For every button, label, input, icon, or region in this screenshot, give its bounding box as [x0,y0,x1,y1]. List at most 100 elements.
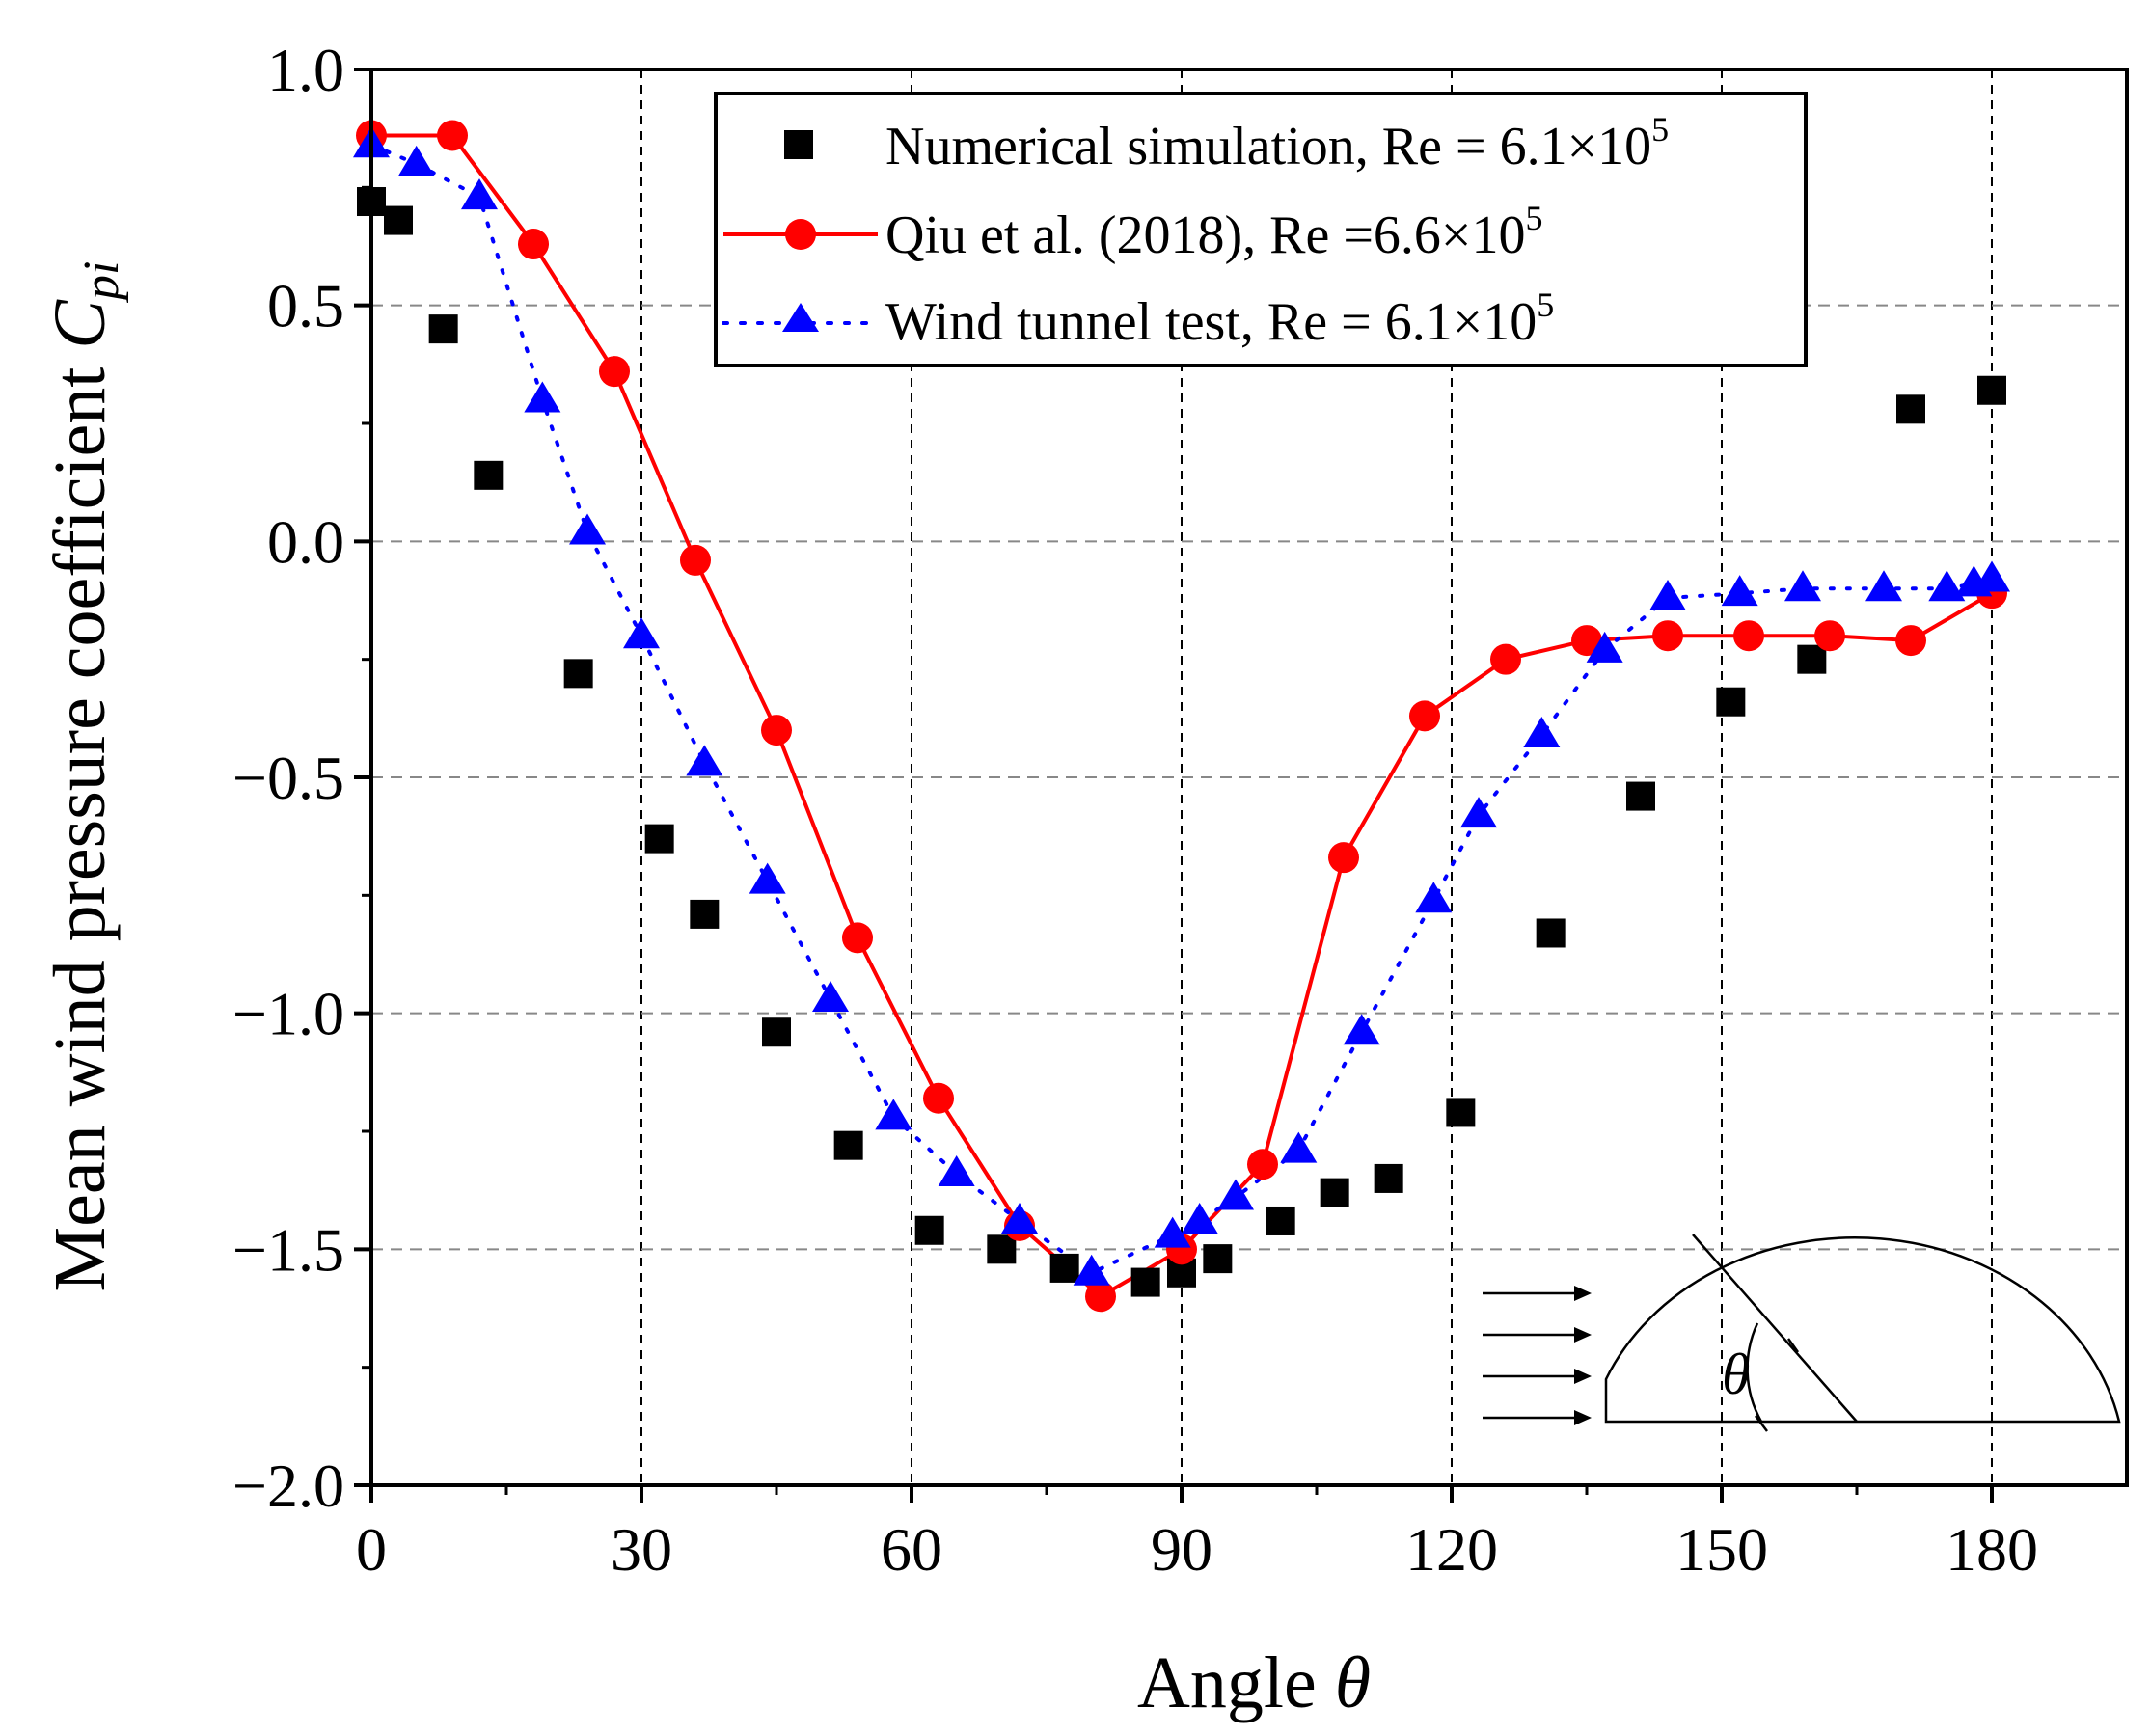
data-point-square [563,659,593,689]
data-point-circle [437,120,468,151]
data-point-triangle [397,145,435,176]
data-point-square [1266,1206,1295,1235]
data-point-square [833,1130,863,1160]
data-point-circle [1733,620,1764,652]
x-tick-label: 150 [1675,1515,1768,1584]
data-point-triangle [1586,631,1623,663]
y-tick-label: −2.0 [232,1451,344,1520]
data-point-triangle [1154,1216,1191,1248]
data-point-square [1977,375,2006,405]
legend-box [714,92,1808,367]
legend-label-wind-exp: 5 [1537,285,1554,324]
y-axis-title: Mean wind pressure coefficient Cpi [40,261,129,1292]
x-tick-label: 30 [611,1515,672,1584]
y-tick-label: 1.0 [267,36,344,104]
legend: Numerical simulation, Re = 6.1×105 Qiu e… [714,92,1808,367]
flow-arrowhead [1574,1286,1592,1301]
x-axis-title-text: Angle [1137,1642,1317,1723]
data-point-square [690,899,720,929]
legend-label-numerical-exp: 5 [1651,110,1669,149]
data-point-circle [1814,620,1845,652]
data-point-circle [923,1082,954,1114]
data-point-triangle [1073,1254,1110,1286]
legend-label-numerical: Numerical simulation, Re = 6.1×105 [885,110,1669,176]
x-tick-label: 60 [881,1515,942,1584]
legend-marker-square [784,130,813,159]
data-point-square [1446,1098,1476,1127]
legend-label-qiu-text: Qiu et al. (2018), Re =6.6×10 [885,205,1526,265]
axes: 0 30 60 90 120 150 180 1.0 0.5 0.0 −0.5 −1.0 −1.5 −2.… [232,36,2038,1584]
data-point-square [384,205,413,235]
x-axis-title: Angle θ [1137,1642,1371,1723]
x-tick-label: 120 [1405,1515,1498,1584]
inset-flow-arrows [1483,1286,1592,1425]
data-point-circle [518,229,549,260]
legend-label-wind: Wind tunnel test, Re = 6.1×105 [885,285,1554,352]
flow-arrowhead [1574,1410,1592,1425]
data-point-triangle [938,1155,975,1187]
data-point-triangle [1460,797,1497,828]
data-point-square [1896,394,1925,424]
data-point-triangle [1343,1014,1380,1045]
y-axis-title-text: Mean wind pressure coefficient [40,367,121,1292]
data-point-square [1130,1267,1160,1297]
data-point-square [428,314,458,344]
data-point-square [987,1234,1017,1264]
data-point-square [1716,687,1746,717]
data-point-triangle [686,745,723,776]
legend-label-qiu-exp: 5 [1526,199,1543,237]
data-point-square [644,824,674,854]
data-point-triangle [875,1099,912,1130]
data-point-triangle [524,381,561,413]
data-point-triangle [1415,882,1453,913]
data-point-circle [599,356,630,388]
data-point-circle [1085,1281,1116,1313]
legend-marker-circle [785,219,816,250]
legend-marker-triangle [782,303,819,332]
y-tick-label: −1.5 [232,1215,344,1284]
data-point-square [1626,781,1655,811]
data-point-circle [842,922,873,954]
data-point-triangle [1217,1179,1254,1210]
data-point-circle [1490,643,1521,675]
y-tick-label: 0.0 [267,507,344,576]
data-point-triangle [1181,1202,1218,1234]
data-point-circle [1571,625,1602,657]
flow-arrowhead [1574,1327,1592,1343]
x-tick-label: 180 [1946,1515,2038,1584]
data-point-square [1536,918,1566,948]
data-point-circle [1247,1149,1278,1180]
data-point-triangle [1865,570,1902,602]
data-point-triangle [1974,560,2010,592]
data-point-circle [1409,700,1440,732]
x-axis-title-symbol: θ [1335,1642,1371,1723]
inset-dome-outline [1604,1236,2121,1424]
inset-arc-tick-bottom [1755,1415,1768,1432]
data-point-triangle [749,862,786,894]
data-point-triangle [461,178,498,210]
data-point-square [1049,1253,1079,1283]
y-tick-label: −1.0 [232,980,344,1048]
data-point-triangle [569,513,606,545]
data-point-triangle [1721,575,1758,607]
data-point-square [914,1215,944,1245]
inset-radius-line [1692,1234,1858,1423]
data-point-square [762,1017,791,1047]
inset-diagram: θ [1483,1234,2121,1432]
inset-angle-arc [1746,1322,1763,1423]
data-point-circle [761,715,792,746]
legend-label-qiu: Qiu et al. (2018), Re =6.6×105 [885,199,1543,265]
data-point-triangle [1280,1131,1318,1163]
data-point-triangle [1649,580,1686,611]
flow-arrowhead [1574,1369,1592,1384]
data-point-circle [1895,625,1926,657]
data-point-circle [1328,842,1359,874]
data-point-square [1374,1163,1403,1193]
y-axis-title-symbol: C [40,299,121,349]
data-point-square [1320,1178,1349,1207]
legend-label-wind-text: Wind tunnel test, Re = 6.1×10 [885,292,1537,352]
data-point-triangle [812,980,849,1012]
data-point-circle [1652,620,1683,652]
x-tick-label: 0 [356,1515,387,1584]
